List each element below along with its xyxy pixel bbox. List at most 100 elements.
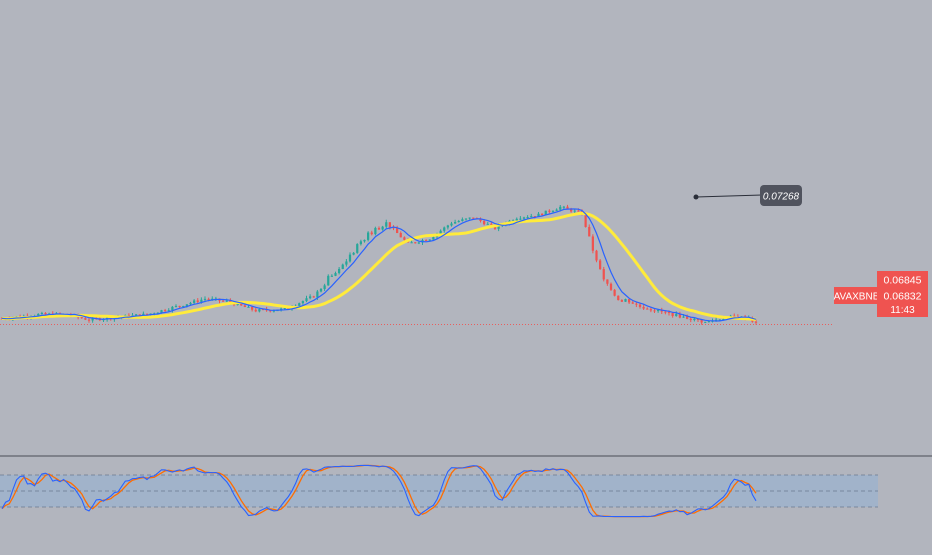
candle-body — [211, 298, 214, 300]
main-price-pane[interactable] — [0, 204, 834, 325]
candle-body — [653, 310, 656, 312]
candle-body — [156, 312, 159, 314]
candle-body — [269, 310, 272, 312]
candle — [352, 251, 355, 256]
candle-body — [450, 223, 453, 226]
candle-body — [555, 209, 558, 211]
candle-body — [432, 237, 435, 240]
candle — [341, 263, 344, 270]
candle-body — [254, 309, 257, 312]
candle — [356, 243, 359, 254]
candle — [588, 224, 591, 237]
candle-body — [196, 300, 199, 302]
candle-body — [229, 300, 232, 303]
candle-body — [334, 273, 337, 276]
candle-body — [486, 223, 489, 225]
candle-body — [185, 304, 188, 306]
annotation-connector — [695, 194, 763, 198]
candle-body — [200, 299, 203, 302]
candle-body — [178, 305, 181, 307]
candle-body — [479, 218, 482, 222]
candle — [446, 224, 449, 230]
candle — [254, 307, 257, 313]
candle-body — [570, 208, 573, 212]
candle — [617, 295, 620, 301]
candle-body — [40, 312, 43, 314]
candle-body — [515, 218, 518, 221]
candle — [599, 258, 602, 270]
candle-body — [207, 298, 210, 300]
candle-body — [624, 299, 627, 302]
top-price-badge — [877, 271, 928, 288]
candle — [624, 298, 627, 302]
candle-body — [135, 314, 138, 316]
candle-body — [363, 239, 366, 242]
candle-body — [330, 275, 333, 277]
candle — [417, 241, 420, 245]
stochastic-pane[interactable] — [0, 464, 878, 518]
candle-body — [718, 319, 721, 321]
candle — [312, 295, 315, 298]
candle-body — [236, 303, 239, 306]
candle-body — [189, 302, 192, 305]
current-price-text: 0.06832 — [884, 291, 922, 303]
candle-body — [44, 312, 47, 315]
candle-body — [657, 309, 660, 312]
candle-body — [638, 304, 642, 307]
candle — [486, 221, 489, 225]
candle — [704, 321, 707, 324]
stochastic-k-line — [1, 464, 757, 518]
candle-body — [577, 210, 580, 212]
candle — [649, 307, 652, 313]
candle — [537, 212, 540, 217]
candle-body — [403, 237, 406, 240]
candle — [414, 241, 417, 244]
candle — [370, 230, 373, 236]
candle-body — [483, 221, 486, 225]
candle — [479, 217, 482, 223]
candle — [700, 319, 703, 325]
candle-body — [106, 317, 109, 320]
candle-body — [319, 288, 323, 292]
fast-moving-average-line — [1, 208, 757, 322]
candle — [584, 213, 587, 228]
candle-body — [490, 223, 493, 225]
candle-body — [613, 289, 616, 296]
candle — [595, 249, 598, 263]
candle-body — [696, 318, 700, 321]
candle-body — [754, 321, 758, 323]
candle — [171, 305, 174, 313]
candle-body — [377, 227, 381, 230]
candle-body — [243, 305, 246, 308]
candle-body — [642, 306, 645, 309]
candle-body — [301, 301, 304, 304]
candle — [410, 240, 413, 244]
candle-body — [240, 303, 243, 306]
candle-body — [316, 291, 319, 298]
candle-body — [588, 226, 591, 237]
symbol-badge — [834, 287, 879, 304]
candle-body — [367, 232, 370, 240]
candle-body — [454, 222, 457, 224]
candle — [660, 307, 663, 314]
candle — [606, 279, 609, 286]
candle — [334, 271, 337, 277]
candle-body — [410, 242, 413, 244]
candle-body — [537, 213, 540, 217]
candle-body — [381, 226, 384, 230]
candle-body — [497, 224, 500, 229]
candle-body — [620, 300, 623, 302]
candle-body — [704, 321, 707, 323]
annotation-label[interactable]: 0.07268 — [693, 185, 803, 206]
candle-body — [646, 308, 649, 310]
candle — [135, 313, 138, 316]
candle-body — [145, 313, 149, 315]
candle — [174, 304, 178, 308]
candle-body — [722, 318, 725, 320]
candle-body — [562, 206, 565, 208]
candle-body — [617, 295, 620, 301]
candle-body — [446, 225, 449, 228]
